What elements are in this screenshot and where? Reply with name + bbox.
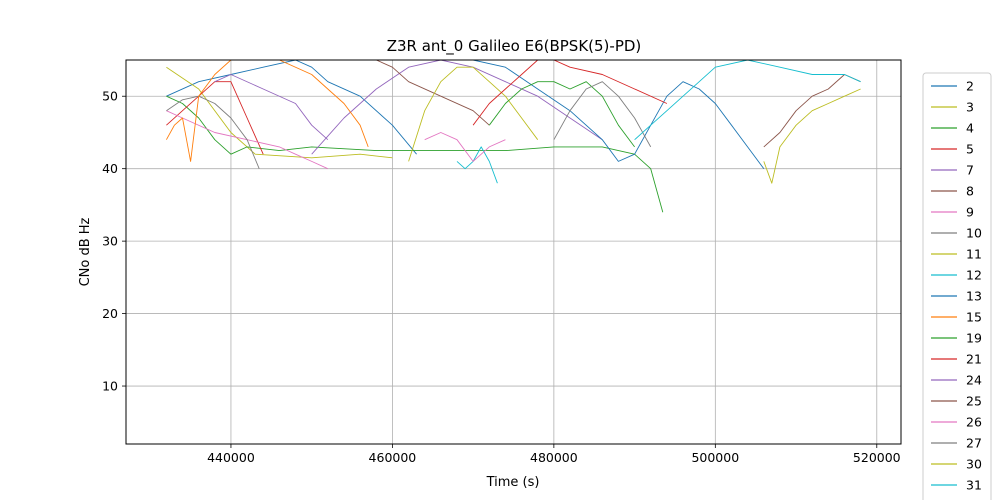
- x-tick-label: 440000: [207, 450, 255, 465]
- x-tick-label: 460000: [369, 450, 417, 465]
- legend-label-11: 11: [966, 247, 982, 262]
- series-line-27: [553, 81, 652, 148]
- legend-label-2: 2: [966, 79, 974, 94]
- x-tick-label: 520000: [853, 450, 901, 465]
- legend-label-25: 25: [966, 394, 982, 409]
- y-axis-label: CNo dB Hz: [78, 217, 93, 286]
- series-line-30: [763, 88, 861, 184]
- y-tick-label: 20: [102, 306, 118, 321]
- chart-title: Z3R ant_0 Galileo E6(BPSK(5)-PD): [387, 37, 642, 56]
- series-line-11: [408, 66, 539, 162]
- plot-area: 440000 460000 480000 500000 520000 10 20 30 40 5…: [102, 59, 902, 465]
- series-line-9: [166, 110, 328, 170]
- series-line-10: [166, 95, 260, 169]
- legend-label-15: 15: [966, 310, 982, 325]
- legend-label-3: 3: [966, 100, 974, 115]
- series-line-26: [424, 132, 506, 162]
- series-line-31: [634, 60, 861, 141]
- plot-background: [126, 60, 901, 444]
- plot-frame: [125, 59, 902, 445]
- series-line-3: [166, 66, 393, 159]
- legend-label-8: 8: [966, 184, 974, 199]
- legend-box: [922, 72, 992, 500]
- series-line-15: [166, 60, 369, 162]
- grid: [126, 60, 901, 444]
- y-tick-label: 50: [102, 89, 118, 104]
- legend-label-24: 24: [966, 373, 982, 388]
- series-line-2: [166, 60, 417, 155]
- legend-label-10: 10: [966, 226, 982, 241]
- legend-label-9: 9: [966, 205, 974, 220]
- x-axis-label: Time (s): [486, 475, 540, 490]
- series-line-21: [472, 60, 668, 126]
- legend-label-30: 30: [966, 457, 982, 472]
- legend-label-31: 31: [966, 478, 982, 493]
- legend-label-4: 4: [966, 121, 974, 136]
- series-line-8: [376, 60, 490, 126]
- legend-label-13: 13: [966, 289, 982, 304]
- legend-label-26: 26: [966, 415, 982, 430]
- legend-label-21: 21: [966, 352, 982, 367]
- series-line-24: [214, 74, 329, 141]
- legend-label-27: 27: [966, 436, 982, 451]
- y-tick-label: 40: [102, 161, 118, 176]
- legend-label-5: 5: [966, 142, 974, 157]
- legend-label-12: 12: [966, 268, 982, 283]
- y-tick-label: 10: [102, 379, 118, 394]
- series-line-12: [456, 146, 498, 184]
- legend-label-7: 7: [966, 163, 974, 178]
- y-tick-label: 30: [102, 234, 118, 249]
- x-tick-label: 480000: [530, 450, 578, 465]
- series-line-19: [488, 81, 635, 148]
- series-lines: [166, 60, 861, 213]
- legend-label-19: 19: [966, 331, 982, 346]
- y-axis-ticks: 10 20 30 40 50: [102, 89, 126, 394]
- x-tick-label: 500000: [691, 450, 739, 465]
- series-line-7: [311, 60, 603, 155]
- x-axis-ticks: 440000 460000 480000 500000 520000: [207, 444, 901, 465]
- legend: 2 3 4 5 7 8 9 10 11 12 13 15 19 21 24 25 26 27 30 31: [922, 72, 992, 500]
